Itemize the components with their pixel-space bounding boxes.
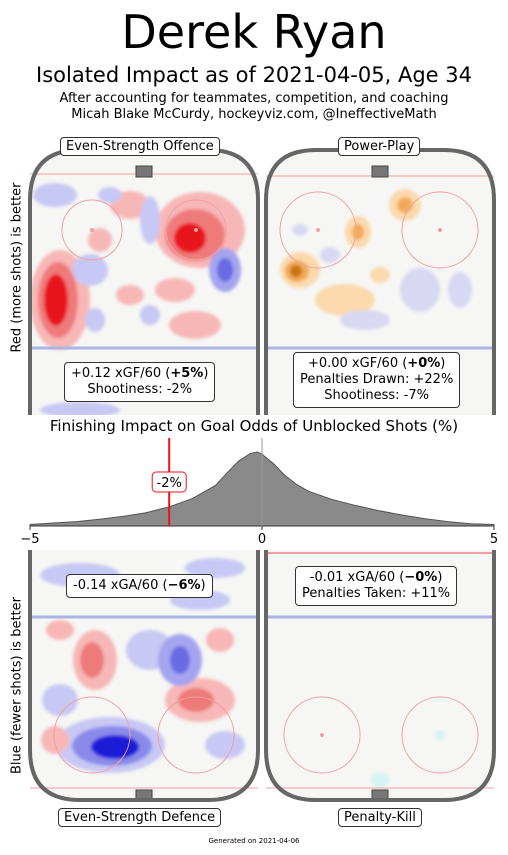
penalty-kill-xg-suffix: )	[437, 570, 443, 585]
marker-label-box	[151, 471, 187, 493]
es-offence-xg-suffix: )	[203, 366, 209, 381]
headline: Isolated Impact as of 2021-04-05, Age 34	[36, 63, 472, 87]
penalty-kill-penalties-taken: Penalties Taken: +11%	[302, 586, 451, 601]
player-name: Derek Ryan	[121, 5, 387, 59]
subtitle-line-1: After accounting for teammates, competit…	[59, 91, 449, 106]
es-defence-xg-suffix: )	[200, 578, 206, 593]
power-play-shootiness: Shootiness: -7%	[324, 388, 429, 403]
es-offence-shootiness: Shootiness: -2%	[87, 382, 193, 397]
es-defence-title: Even-Strength Defence	[58, 808, 222, 827]
es-offence-xg-prefix: +0.12 xGF/60 (	[71, 366, 171, 381]
power-play-stats: +0.00 xGF/60 (+0%) Penalties Drawn: +22%…	[293, 352, 461, 408]
es-defence-stats: -0.14 xGA/60 (−6%)	[66, 574, 213, 598]
es-defence-xg-prefix: -0.14 xGA/60 (	[73, 578, 168, 593]
es-offence-heatmap	[30, 183, 245, 415]
power-play-title: Power-Play	[338, 137, 421, 156]
es-offence-xg-pct: +5%	[170, 366, 204, 381]
finishing-chart-title: Finishing Impact on Goal Odds of Unblock…	[49, 417, 459, 435]
penalty-kill-stats: -0.01 xGA/60 (−0%) Penalties Taken: +11%	[295, 566, 458, 606]
x-tick-label: 0	[258, 532, 266, 547]
x-tick-label: 5	[490, 532, 498, 547]
penalty-kill-title: Penalty-Kill	[338, 808, 422, 827]
marker-label: -2%	[157, 476, 182, 491]
x-tick-label: −5	[20, 532, 39, 547]
es-offence-stats: +0.12 xGF/60 (+5%) Shootiness: -2%	[64, 362, 216, 402]
generated-footer: Generated on 2021-04-06	[208, 837, 300, 845]
power-play-penalties-drawn: Penalties Drawn: +22%	[300, 372, 454, 387]
es-defence-xg-pct: −6%	[167, 578, 201, 593]
power-play-heatmap	[280, 189, 472, 330]
power-play-xg-pct: +0%	[407, 356, 441, 371]
subtitle-line-2: Micah Blake McCurdy, hockeyviz.com, @Ine…	[71, 107, 437, 122]
power-play-xg-suffix: )	[440, 356, 446, 371]
finishing-density-chart: −5 0 5 -2%	[20, 438, 498, 547]
penalty-kill-xg-pct: −0%	[404, 570, 438, 585]
penalty-kill-xg-prefix: -0.01 xGA/60 (	[309, 570, 405, 585]
es-offence-title: Even-Strength Offence	[60, 137, 220, 156]
penalty-kill-heatmap	[370, 730, 445, 788]
power-play-xg-prefix: +0.00 xGF/60 (	[307, 356, 408, 371]
